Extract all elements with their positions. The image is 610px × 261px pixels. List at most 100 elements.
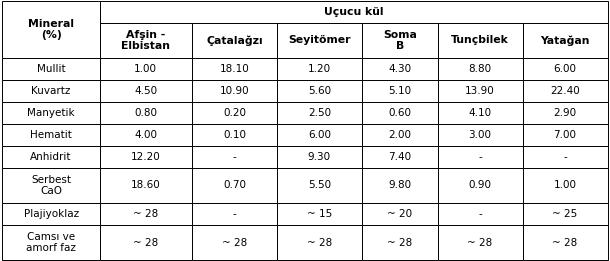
Text: 0.60: 0.60 [388, 108, 411, 118]
Bar [362, 102, 437, 124]
Bar [437, 80, 523, 102]
Bar [192, 203, 277, 225]
Bar [277, 146, 362, 168]
Bar [2, 168, 99, 203]
Bar [437, 23, 523, 58]
Bar [277, 23, 362, 58]
Text: -: - [563, 152, 567, 162]
Text: ~ 28: ~ 28 [133, 209, 159, 219]
Bar [362, 58, 437, 80]
Text: ~ 28: ~ 28 [222, 238, 247, 248]
Text: Anhidrit: Anhidrit [30, 152, 72, 162]
Bar [362, 146, 437, 168]
Bar [192, 58, 277, 80]
Text: 1.20: 1.20 [308, 64, 331, 74]
Text: -: - [232, 209, 236, 219]
Text: -: - [478, 209, 482, 219]
Bar [2, 146, 99, 168]
Bar [277, 102, 362, 124]
Text: ~ 28: ~ 28 [553, 238, 578, 248]
Bar [99, 1, 608, 23]
Text: 2.50: 2.50 [308, 108, 331, 118]
Text: Uçucu kül: Uçucu kül [324, 7, 383, 17]
Text: 6.00: 6.00 [308, 130, 331, 140]
Bar [2, 58, 99, 80]
Text: -: - [478, 152, 482, 162]
Bar [2, 80, 99, 102]
Bar [362, 124, 437, 146]
Text: -: - [232, 152, 236, 162]
Text: 1.00: 1.00 [553, 180, 576, 191]
Bar [523, 23, 608, 58]
Text: 0.70: 0.70 [223, 180, 246, 191]
Text: Plajiyoklaz: Plajiyoklaz [24, 209, 79, 219]
Text: 9.30: 9.30 [308, 152, 331, 162]
Text: 4.30: 4.30 [388, 64, 411, 74]
Bar [523, 146, 608, 168]
Bar [99, 124, 192, 146]
Text: 0.80: 0.80 [134, 108, 157, 118]
Bar [192, 168, 277, 203]
Bar [277, 168, 362, 203]
Text: Afşin -
Elbistan: Afşin - Elbistan [121, 29, 170, 51]
Bar [2, 1, 99, 58]
Bar [437, 225, 523, 260]
Text: 18.10: 18.10 [220, 64, 249, 74]
Bar [437, 203, 523, 225]
Text: 0.20: 0.20 [223, 108, 246, 118]
Bar [437, 102, 523, 124]
Bar [523, 168, 608, 203]
Bar [523, 80, 608, 102]
Bar [437, 146, 523, 168]
Bar [362, 168, 437, 203]
Bar [362, 23, 437, 58]
Bar [277, 124, 362, 146]
Bar [192, 124, 277, 146]
Text: Yatağan: Yatağan [540, 35, 590, 46]
Bar [192, 80, 277, 102]
Text: 7.00: 7.00 [553, 130, 576, 140]
Bar [362, 203, 437, 225]
Bar [523, 102, 608, 124]
Text: 10.90: 10.90 [220, 86, 249, 96]
Text: 18.60: 18.60 [131, 180, 160, 191]
Text: 8.80: 8.80 [468, 64, 492, 74]
Bar [192, 23, 277, 58]
Bar [277, 203, 362, 225]
Text: ~ 20: ~ 20 [387, 209, 412, 219]
Text: 6.00: 6.00 [553, 64, 576, 74]
Text: ~ 28: ~ 28 [133, 238, 159, 248]
Text: 7.40: 7.40 [388, 152, 411, 162]
Text: 2.00: 2.00 [388, 130, 411, 140]
Text: Kuvartz: Kuvartz [31, 86, 71, 96]
Bar [99, 225, 192, 260]
Bar [192, 146, 277, 168]
Text: Tunçbilek: Tunçbilek [451, 35, 509, 45]
Text: ~ 28: ~ 28 [387, 238, 412, 248]
Bar [277, 225, 362, 260]
Bar [437, 124, 523, 146]
Text: 9.80: 9.80 [388, 180, 411, 191]
Text: Camsı ve
amorf faz: Camsı ve amorf faz [26, 232, 76, 253]
Bar [2, 225, 99, 260]
Bar [362, 225, 437, 260]
Text: 5.60: 5.60 [308, 86, 331, 96]
Bar [277, 58, 362, 80]
Bar [437, 58, 523, 80]
Text: Seyitömer: Seyitömer [288, 35, 351, 45]
Text: 5.10: 5.10 [388, 86, 411, 96]
Text: 4.00: 4.00 [134, 130, 157, 140]
Bar [362, 80, 437, 102]
Bar [99, 102, 192, 124]
Bar [99, 168, 192, 203]
Text: ~ 28: ~ 28 [307, 238, 332, 248]
Text: 12.20: 12.20 [131, 152, 160, 162]
Bar [277, 80, 362, 102]
Text: 1.00: 1.00 [134, 64, 157, 74]
Bar [99, 146, 192, 168]
Text: 4.50: 4.50 [134, 86, 157, 96]
Bar [523, 124, 608, 146]
Text: 5.50: 5.50 [308, 180, 331, 191]
Bar [99, 203, 192, 225]
Bar [99, 58, 192, 80]
